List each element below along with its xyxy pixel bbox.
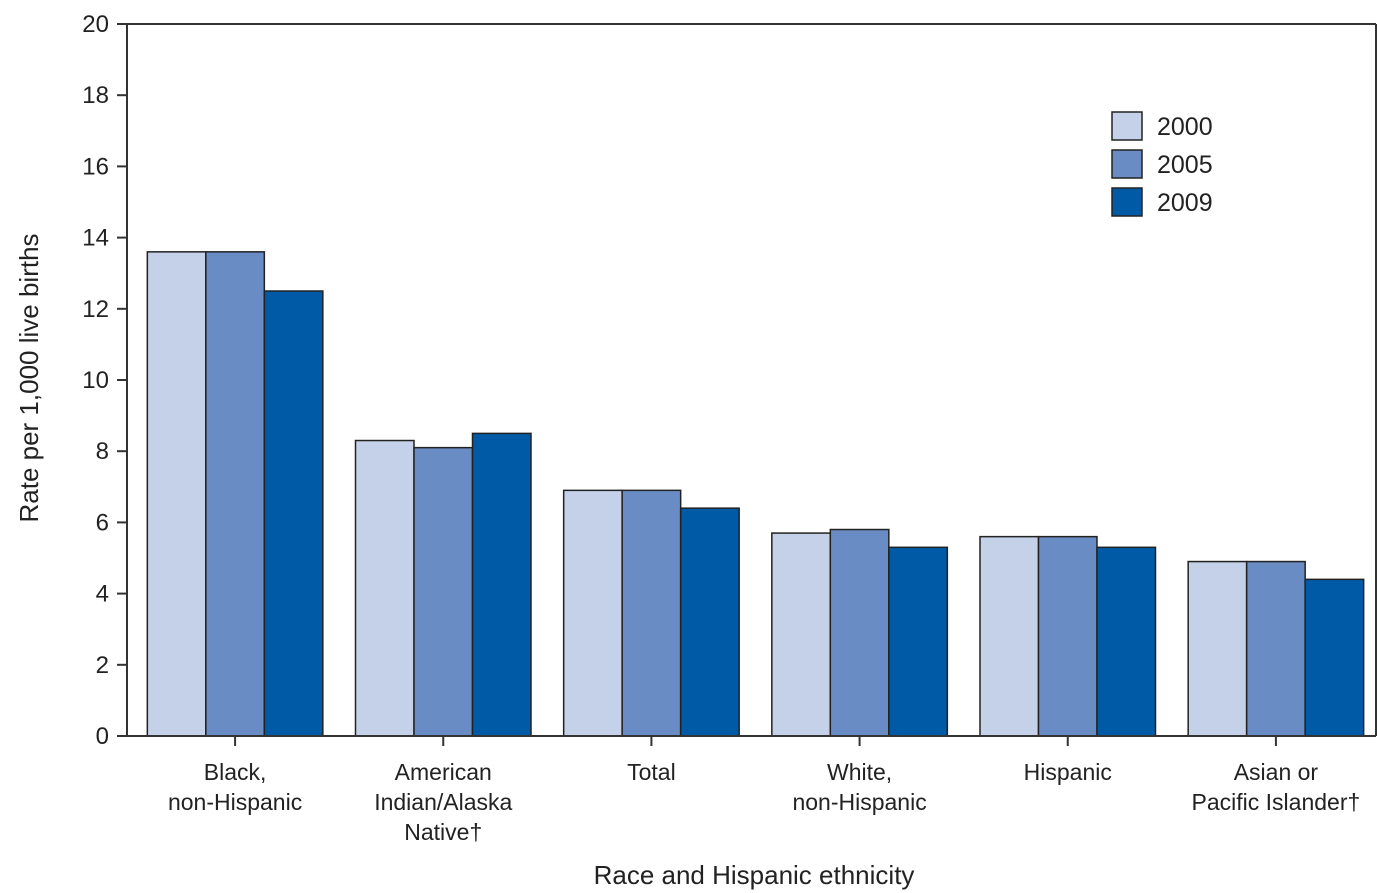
- legend-label: 2005: [1157, 151, 1213, 179]
- legend-label: 2009: [1157, 189, 1213, 217]
- x-tick-label-line: non-Hispanic: [168, 789, 302, 815]
- y-tick-label: 8: [96, 438, 109, 465]
- legend-label: 2000: [1157, 113, 1213, 141]
- bar-2005: [205, 251, 266, 737]
- bar-2005: [413, 446, 474, 737]
- bar-2005: [621, 489, 682, 737]
- x-tick-label: Hispanic: [1024, 759, 1112, 785]
- x-tick-label-line: Total: [627, 759, 676, 785]
- y-tick-label: 10: [82, 367, 109, 394]
- y-tick-label: 18: [82, 82, 109, 109]
- x-tick-label-line: Pacific Islander†: [1192, 789, 1361, 815]
- x-tick-label: Black, non-Hispanic: [168, 759, 302, 815]
- bar-2009: [1096, 546, 1157, 737]
- bar-2009: [471, 432, 532, 737]
- legend-swatch-2005: [1111, 149, 1143, 179]
- x-tick-label-line: Indian/Alaska: [374, 789, 512, 815]
- x-tick-label-line: American: [395, 759, 492, 785]
- bars-group: [146, 251, 1365, 737]
- bar-2000: [771, 532, 832, 737]
- x-tick-label: American Indian/Alaska Native†: [374, 759, 512, 845]
- y-tick-label: 2: [96, 652, 109, 679]
- bar-2000: [146, 251, 207, 737]
- bar-2009: [888, 546, 949, 737]
- y-tick-label: 14: [82, 225, 109, 252]
- legend-swatch-2000: [1111, 111, 1143, 141]
- x-tick-label: White, non-Hispanic: [792, 759, 926, 815]
- x-tick-label: Total: [627, 759, 676, 785]
- x-tick-label-line: Native†: [404, 819, 482, 845]
- bar-2005: [829, 528, 890, 737]
- bar-2005: [1037, 535, 1098, 737]
- x-tick-label-line: Asian or: [1234, 759, 1319, 785]
- y-tick-label: 16: [82, 153, 109, 180]
- legend-swatch-2009: [1111, 187, 1143, 217]
- bar-2000: [562, 489, 623, 737]
- x-tick-label-line: non-Hispanic: [792, 789, 926, 815]
- x-tick-label-line: White,: [827, 759, 892, 785]
- axes-group: 0 2 4 6 8 10 12 14 16 18 20 Black, non-Hispanic Ameri…: [82, 11, 1377, 845]
- bar-2000: [979, 535, 1040, 737]
- bar-2009: [679, 507, 740, 737]
- x-tick-label-line: Hispanic: [1024, 759, 1112, 785]
- y-axis-title: Rate per 1,000 live births: [14, 233, 44, 522]
- y-tick-label: 12: [82, 296, 109, 323]
- y-tick-label: 4: [96, 581, 109, 608]
- bar-2009: [1304, 578, 1365, 737]
- bar-2005: [1245, 560, 1306, 737]
- bar-2000: [354, 439, 415, 737]
- y-tick-label: 6: [96, 509, 109, 536]
- y-tick-label: 0: [96, 723, 109, 750]
- x-tick-label: Asian or Pacific Islander†: [1192, 759, 1361, 815]
- bar-2009: [263, 290, 324, 737]
- x-axis-title: Race and Hispanic ethnicity: [594, 860, 915, 890]
- bar-2000: [1187, 560, 1248, 737]
- legend: 2000 2005 2009: [1111, 111, 1213, 217]
- y-tick-label: 20: [82, 11, 109, 38]
- x-tick-label-line: Black,: [204, 759, 267, 785]
